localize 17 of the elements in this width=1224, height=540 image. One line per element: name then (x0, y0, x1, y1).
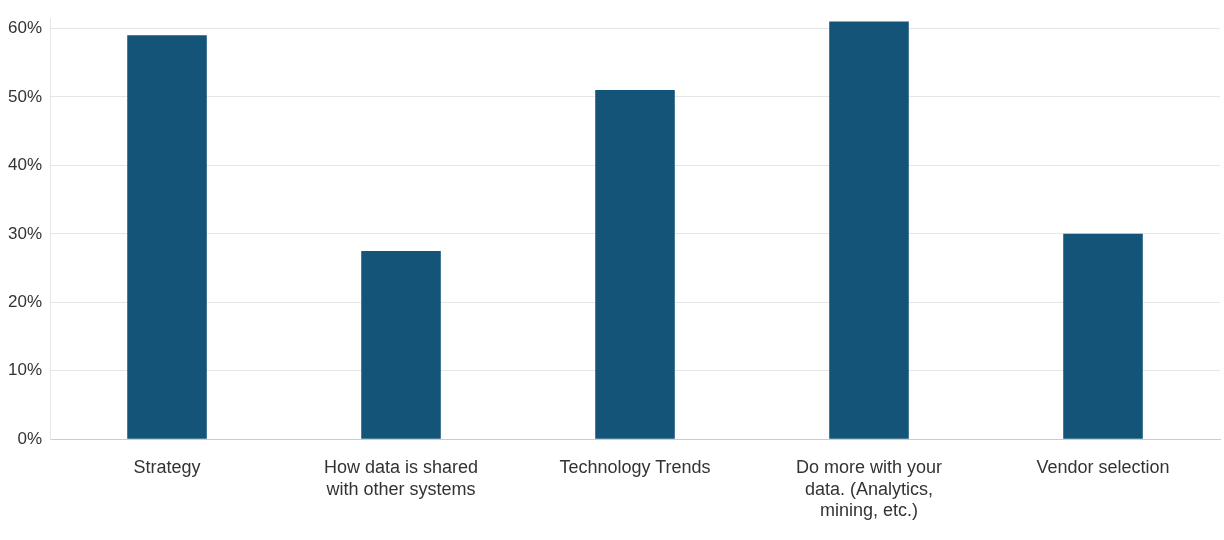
x-tick-label: Vendor selection (1036, 456, 1170, 477)
y-tick-label: 50% (7, 86, 43, 106)
bar (829, 21, 909, 439)
x-tick-label: How data is shared with other systems (323, 456, 479, 499)
y-tick-label: 60% (7, 18, 43, 38)
bar (1063, 233, 1143, 439)
bar (361, 250, 441, 439)
x-tick-label: Strategy (133, 456, 201, 477)
y-tick-label: 10% (7, 360, 43, 380)
bar (127, 35, 207, 439)
y-tick-label: 40% (7, 155, 43, 175)
x-tick-label: Technology Trends (559, 456, 711, 477)
y-tick-label: 20% (7, 291, 43, 311)
bar (595, 90, 675, 439)
y-tick-label: 0% (17, 428, 43, 448)
y-tick-label: 30% (7, 223, 43, 243)
x-tick-label: Do more with your data. (Analytics, mining, etc.) (795, 456, 943, 521)
